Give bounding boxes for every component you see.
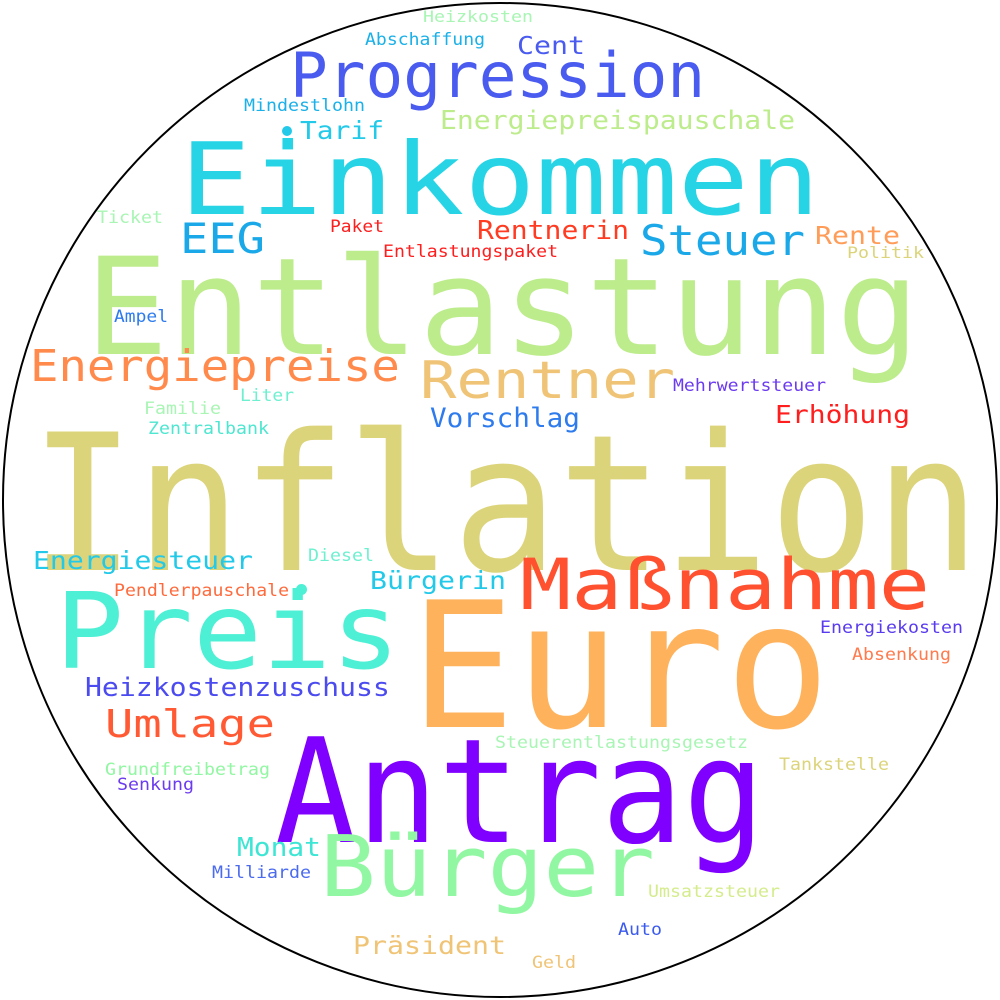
word-preis: Preis	[55, 571, 401, 693]
word-mehrwertsteuer: Mehrwertsteuer	[673, 376, 827, 396]
word-ampel: Ampel	[114, 307, 169, 327]
word-paket: Paket	[330, 217, 385, 237]
word-inflation: Inflation	[30, 394, 981, 615]
word-pendlerpauschale: Pendlerpauschale	[114, 581, 290, 601]
word-energiesteuer: Energiesteuer	[33, 546, 253, 575]
word-monat: Monat	[237, 833, 321, 863]
word-geld: Geld	[532, 953, 576, 973]
word-eeg: EEG	[180, 214, 265, 263]
word-cent: Cent	[517, 31, 585, 60]
word-entlastung: Entlastung	[85, 229, 920, 386]
word-praesident: Präsident	[353, 931, 506, 960]
word-grundfreibetrag: Grundfreibetrag	[105, 760, 271, 780]
word-diesel: Diesel	[308, 546, 375, 566]
word-mindestlohn: Mindestlohn	[244, 96, 366, 116]
word-steuerentlastungsgesetz: Steuerentlastungsgesetz	[495, 733, 749, 753]
word-ticket: Ticket	[97, 208, 164, 228]
word-einkommen: Einkommen	[180, 121, 820, 238]
word-zentralbank: Zentralbank	[148, 419, 270, 439]
word-antrag: Antrag	[275, 708, 765, 877]
word-umlage: Umlage	[105, 702, 275, 746]
word-buergerin: Bürgerin	[370, 566, 506, 595]
word-energiekosten: Energiekosten	[820, 618, 964, 638]
word-energiepreise: Energiepreise	[30, 341, 400, 392]
word-rentner: Rentner	[420, 351, 676, 411]
dot-mark	[296, 584, 307, 595]
word-heizkosten: Heizkosten	[423, 7, 534, 26]
word-erhoehung: Erhöhung	[775, 400, 910, 429]
word-umsatzsteuer: Umsatzsteuer	[648, 882, 781, 902]
word-abschaffung: Abschaffung	[365, 30, 486, 50]
word-milliarde: Milliarde	[212, 863, 312, 883]
dot-mark	[282, 126, 292, 136]
word-progression: Progression	[290, 39, 706, 112]
word-buerger: Bürger	[320, 818, 655, 917]
word-rente: Rente	[815, 221, 900, 250]
word-auto: Auto	[618, 920, 662, 940]
word-steuer: Steuer	[640, 216, 806, 265]
word-politik: Politik	[847, 243, 925, 262]
word-heizkostenzuschuss: Heizkostenzuschuss	[85, 673, 390, 703]
word-familie: Familie	[144, 399, 222, 419]
word-tarif: Tarif	[300, 116, 384, 145]
word-liter: Liter	[240, 386, 295, 406]
word-vorschlag: Vorschlag	[430, 403, 580, 434]
word-energiepreispauschale: Energiepreispauschale	[440, 106, 796, 136]
word-entlastungspaket: Entlastungspaket	[383, 242, 559, 262]
word-absenkung: Absenkung	[852, 645, 952, 665]
word-euro: Euro	[410, 566, 831, 769]
word-tankstelle: Tankstelle	[779, 755, 890, 775]
word-senkung: Senkung	[117, 775, 195, 795]
word-massnahme: Maßnahme	[520, 544, 930, 626]
word-rentnerin: Rentnerin	[477, 216, 630, 246]
